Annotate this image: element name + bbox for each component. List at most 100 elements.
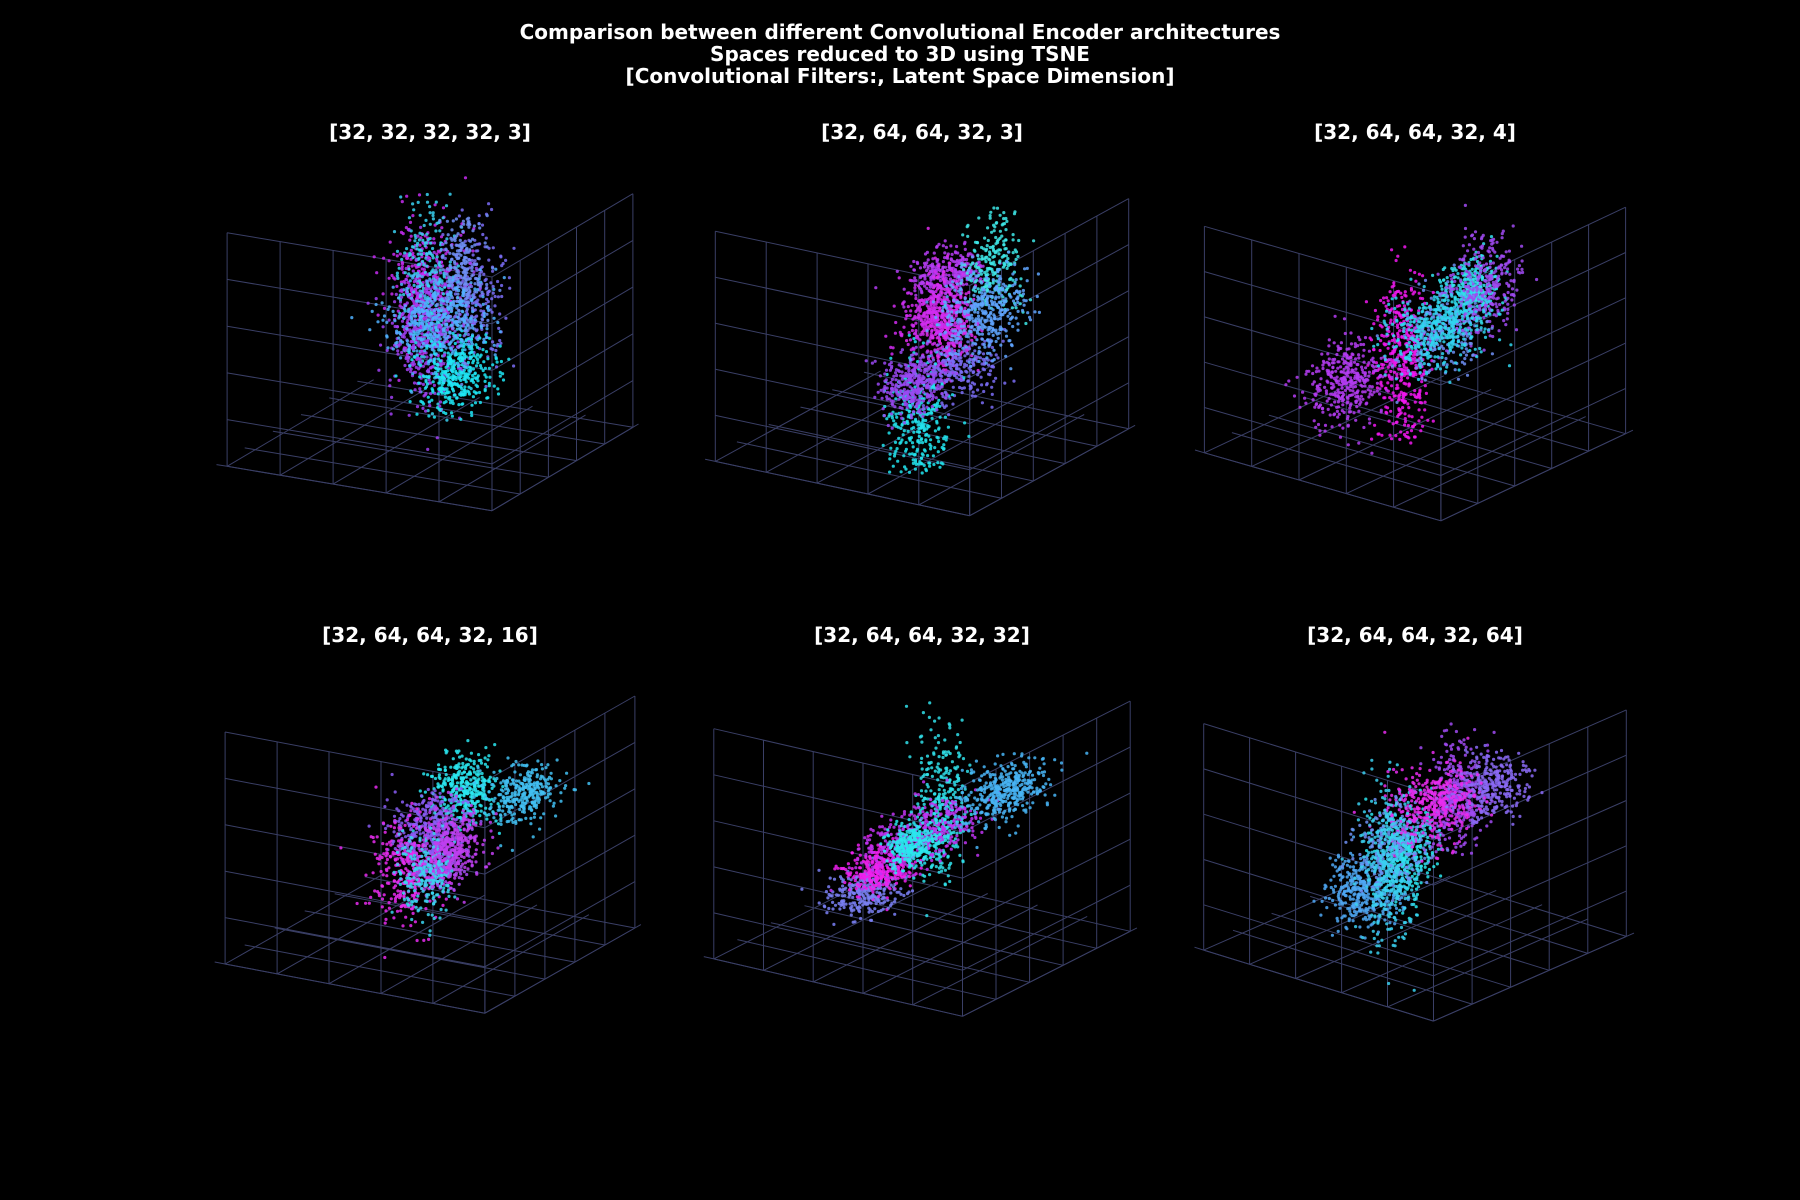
scatter-point [926,339,930,343]
scatter-point [929,296,934,300]
scatter-point [374,297,378,301]
scatter-point [398,252,402,256]
scatter-point [909,292,913,296]
scatter-point [909,399,913,403]
scatter-point [420,283,424,287]
scatter-point [464,327,468,331]
scatter-point [979,269,983,273]
scatter-point [945,346,949,350]
scatter-point [492,343,496,347]
scatter-point [881,407,885,411]
scatter-point [437,260,442,264]
scatter-point [435,436,439,440]
scatter-point [924,469,929,473]
scatter-point [939,320,944,324]
scatter-point [476,256,480,260]
scatter-point [473,287,477,291]
scatter-point [1399,430,1403,434]
scatter-point [904,449,908,453]
scatter-point [432,415,436,419]
scatter-point [446,340,450,344]
scatter-point [965,282,969,286]
scatter-point [991,278,995,282]
scatter-point [400,257,404,262]
scatter-point [1019,277,1023,281]
scatter-point [476,338,480,342]
scatter-point [465,267,469,272]
scatter-point [1025,279,1029,283]
scatter-point [922,463,926,467]
scatter-point [935,306,939,310]
scatter-point [951,385,955,389]
scatter-point [433,342,437,346]
scatter-point [404,226,408,230]
scatter-point [415,353,419,357]
scatter-point [959,330,963,335]
scatter-point [923,277,927,281]
scatter-point [433,297,437,301]
scatter-point [900,406,904,410]
scatter-point [903,400,907,405]
scatter-point [424,320,428,324]
scatter-point [901,374,906,378]
scatter-point [933,256,937,260]
scatter-point [1407,436,1411,440]
scatter-point [985,297,989,301]
scatter-point [937,398,941,402]
scatter-point [915,447,920,451]
scatter-point [1450,300,1454,304]
scatter-point [461,219,465,223]
scatter-point [412,245,416,249]
scatter-point [474,355,478,359]
scatter-point [429,322,433,326]
scatter-point [1004,254,1009,258]
scatter-point [471,367,475,371]
scatter-point [423,241,427,245]
scatter-point [1002,243,1006,247]
scatter-point [987,303,991,308]
scatter-point [980,337,985,341]
scatter-point [1033,310,1037,314]
scatter-point [965,303,970,307]
scatter-point [429,299,433,303]
scatter-point [981,327,985,331]
scatter-points [1284,203,1539,455]
scatter-point [417,337,421,341]
scatter-point [474,303,478,307]
grid-line [491,193,634,278]
scatter-point [387,259,391,263]
scatter-point [904,309,908,313]
scatter-point [977,216,981,220]
scatter-point [481,295,485,299]
scatter-point [911,372,915,376]
scatter-point [927,311,931,315]
scatter-point [966,276,970,280]
scatter-point [439,348,443,352]
scatter-point [420,267,424,271]
scatter-point [409,314,414,318]
scatter-point [953,274,957,278]
scatter-point [948,267,952,272]
scatter-point [950,347,954,351]
scatter-point [1005,308,1010,312]
scatter-point [447,275,451,279]
scatter-point [970,324,974,328]
scatter-point [944,352,948,356]
scatter-point [432,309,436,313]
scatter-point [897,276,901,280]
scatter-point [467,392,471,396]
scatter-point [954,363,959,367]
scatter-point [936,450,940,454]
scatter-point [427,378,431,382]
scatter-point [990,385,994,389]
scatter-point [943,239,947,243]
scatter-point [408,366,412,370]
scatter-point [912,324,916,328]
scatter-point [922,355,926,359]
axis-tick [1026,403,1034,408]
grid-line [491,239,634,325]
scatter-point [482,337,486,341]
scatter-point [1013,248,1017,252]
scatter-point [459,343,464,347]
scatter-point [982,368,987,372]
